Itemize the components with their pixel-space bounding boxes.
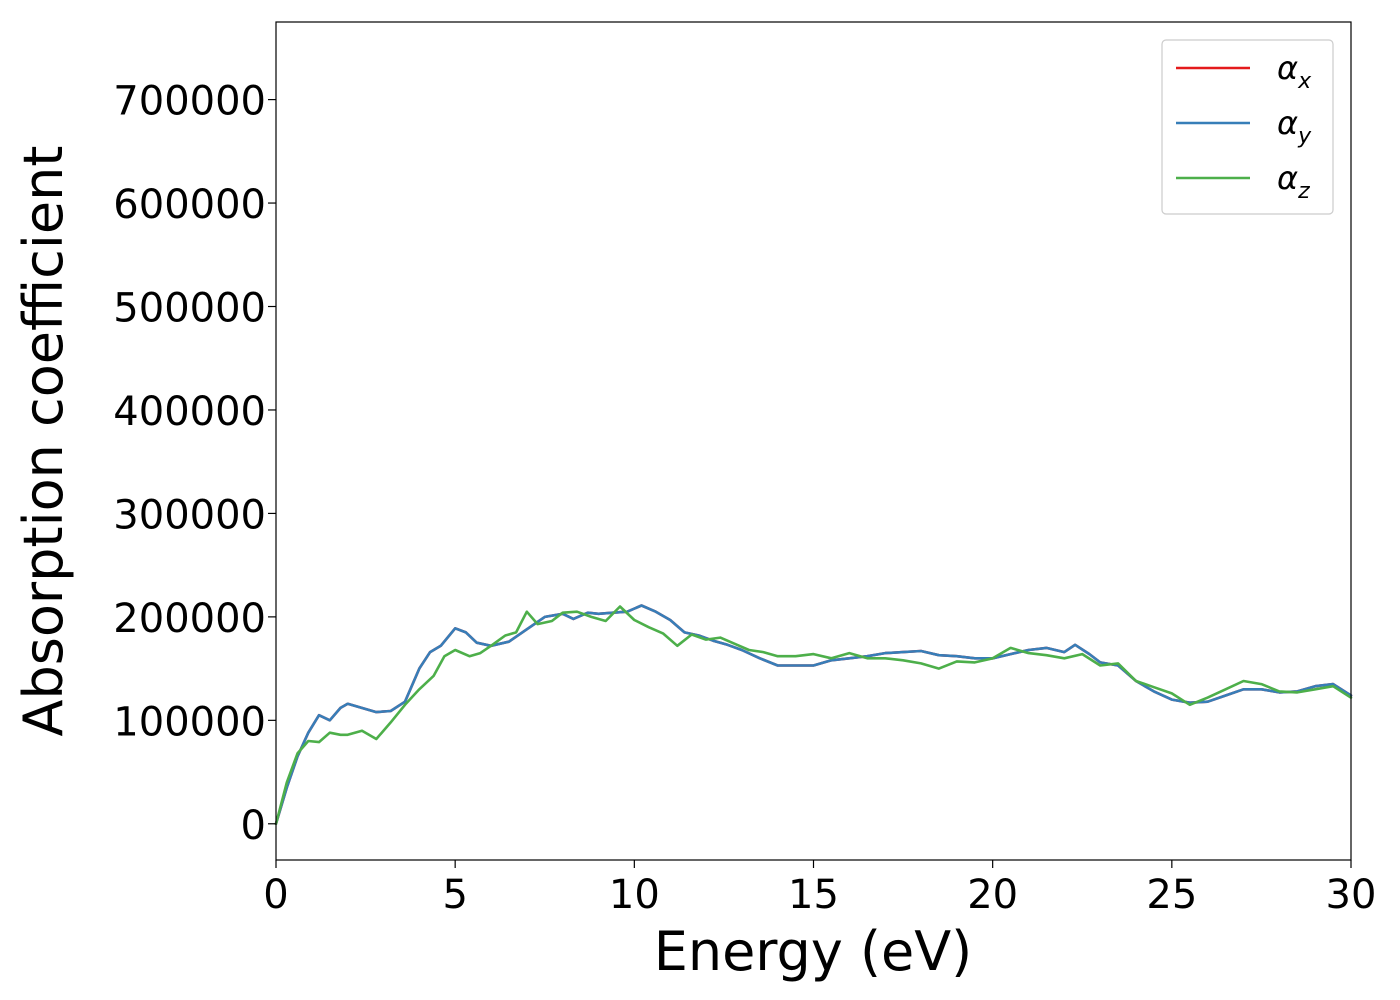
x-tick-label: 5 (442, 872, 467, 918)
y-tick-label: 500000 (113, 286, 266, 332)
x-tick-label: 30 (1326, 872, 1377, 918)
x-tick-label: 20 (967, 872, 1018, 918)
x-axis-ticks: 0 5 10 15 20 25 30 (263, 860, 1376, 918)
y-tick-label: 200000 (113, 596, 266, 642)
x-tick-label: 10 (609, 872, 660, 918)
x-tick-label: 0 (263, 872, 288, 918)
y-tick-label: 600000 (113, 182, 266, 228)
y-tick-label: 100000 (113, 699, 266, 745)
x-axis-title: Energy (eV) (654, 920, 973, 983)
series-line-z (274, 605, 1353, 826)
x-tick-label: 15 (788, 872, 839, 918)
plot-lines (274, 604, 1353, 826)
x-tick-label: 25 (1146, 872, 1197, 918)
y-axis-ticks: 0 100000 200000 300000 400000 500000 600000 700… (113, 79, 276, 849)
y-tick-label: 400000 (113, 389, 266, 435)
y-tick-label: 0 (241, 803, 266, 849)
y-axis-title: Absorption coefficient (12, 146, 75, 737)
y-tick-label: 700000 (113, 79, 266, 125)
y-tick-label: 300000 (113, 492, 266, 538)
series-line-y (274, 604, 1353, 826)
legend-box (1161, 39, 1334, 215)
